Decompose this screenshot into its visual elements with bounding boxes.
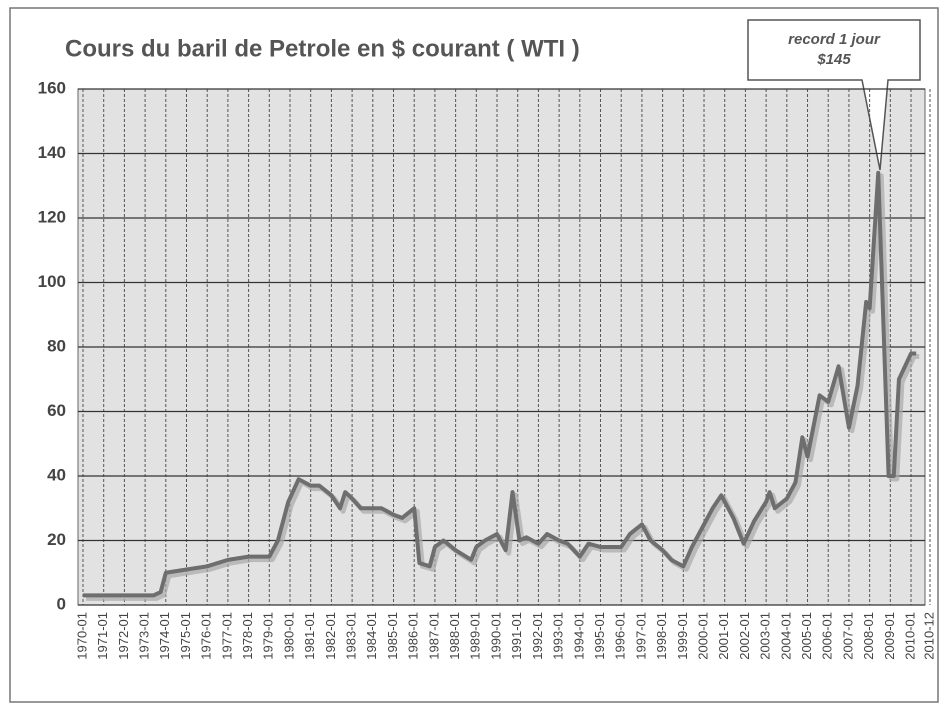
x-tick-label: 1978-01 xyxy=(240,612,255,660)
y-tick-label: 40 xyxy=(47,465,66,484)
x-tick-label: 1991-01 xyxy=(509,612,524,660)
x-tick-label: 2003-01 xyxy=(758,612,773,660)
x-tick-label: 1999-01 xyxy=(675,612,690,660)
x-tick-label: 2006-01 xyxy=(820,612,835,660)
x-tick-label: 1975-01 xyxy=(178,612,193,660)
x-tick-label: 1982-01 xyxy=(323,612,338,660)
x-tick-label: 1973-01 xyxy=(137,612,152,660)
x-tick-label: 1977-01 xyxy=(219,612,234,660)
x-tick-label: 1997-01 xyxy=(633,612,648,660)
y-tick-label: 0 xyxy=(57,594,66,613)
chart-title: Cours du baril de Petrole en $ courant (… xyxy=(65,35,580,62)
x-tick-label: 2004-01 xyxy=(778,612,793,660)
y-tick-label: 60 xyxy=(47,401,66,420)
y-tick-label: 20 xyxy=(47,530,66,549)
x-tick-label: 1981-01 xyxy=(302,612,317,660)
x-tick-label: 1987-01 xyxy=(426,612,441,660)
y-tick-label: 140 xyxy=(38,143,66,162)
annotation-box xyxy=(747,19,921,171)
x-tick-label: 1990-01 xyxy=(488,612,503,660)
x-tick-label: 1996-01 xyxy=(613,612,628,660)
y-tick-label: 100 xyxy=(38,272,66,291)
x-tick-label: 1979-01 xyxy=(261,612,276,660)
annotation-text: $145 xyxy=(816,51,851,68)
x-tick-label: 1988-01 xyxy=(447,612,462,660)
y-tick-label: 120 xyxy=(38,207,66,226)
x-tick-label: 1980-01 xyxy=(281,612,296,660)
x-tick-label: 2010-12 xyxy=(921,612,936,660)
line xyxy=(83,170,917,598)
x-tick-label: 1985-01 xyxy=(385,612,400,660)
x-tick-label: 1983-01 xyxy=(344,612,359,660)
x-tick-label: 1993-01 xyxy=(551,612,566,660)
x-tick-label: 1992-01 xyxy=(530,612,545,660)
x-tick-label: 1994-01 xyxy=(571,612,586,660)
x-tick-label: 2010-01 xyxy=(902,612,917,660)
x-tick-label: 1984-01 xyxy=(364,612,379,660)
x-tick-label: 2009-01 xyxy=(882,612,897,660)
y-tick-label: 80 xyxy=(47,336,66,355)
x-tick-label: 1974-01 xyxy=(157,612,172,660)
x-tick-label: 1989-01 xyxy=(468,612,483,660)
annotation-text: record 1 jour xyxy=(788,31,881,48)
x-tick-label: 2002-01 xyxy=(737,612,752,660)
x-tick-label: 1986-01 xyxy=(406,612,421,660)
x-tick-label: 1971-01 xyxy=(95,612,110,660)
x-tick-label: 1995-01 xyxy=(592,612,607,660)
x-tick-label: 2007-01 xyxy=(840,612,855,660)
y-tick-label: 160 xyxy=(38,78,66,97)
x-tick-label: 1998-01 xyxy=(654,612,669,660)
x-tick-label: 2001-01 xyxy=(716,612,731,660)
x-tick-label: 1976-01 xyxy=(199,612,214,660)
x-tick-label: 1970-01 xyxy=(74,612,89,660)
x-tick-label: 2000-01 xyxy=(695,612,710,660)
x-tick-label: 2008-01 xyxy=(861,612,876,660)
x-tick-label: 1972-01 xyxy=(116,612,131,660)
x-tick-label: 2005-01 xyxy=(799,612,814,660)
